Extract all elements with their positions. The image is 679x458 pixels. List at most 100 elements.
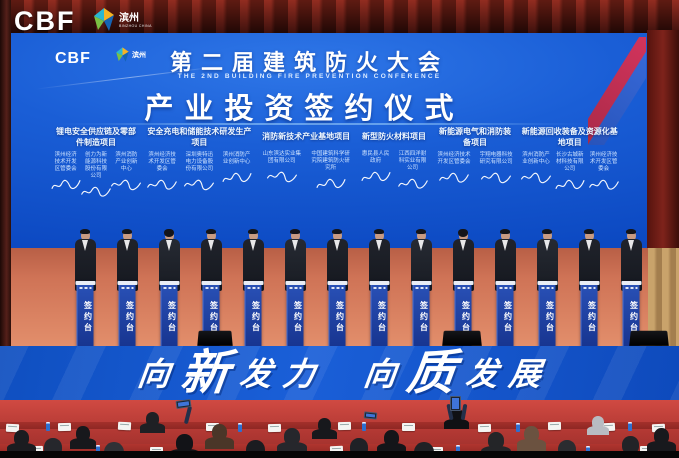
podium-logo-strip (541, 287, 554, 289)
delegate-head (626, 229, 636, 241)
project-title: 消防新技术产业基地项目 (262, 132, 351, 142)
podium-logo-strip (163, 287, 176, 289)
name-card (337, 421, 352, 431)
delegate-suit (578, 239, 600, 291)
podium-top (201, 281, 222, 285)
party-name: 惠民县人民政府 (361, 151, 390, 165)
ceremony-subtitle: 产业投资签约仪式 (144, 93, 465, 125)
audience-head (140, 412, 165, 434)
project-column: 消防新技术产业基地项目 山东滨达实业集团有限公司 中国建筑科学研究院建筑防火研究所 (260, 127, 353, 198)
name-card (640, 446, 653, 454)
delegate-suit (326, 239, 348, 291)
delegate-head (374, 229, 384, 241)
binzhou-logo: 滨州 BINZHOU CHINA (92, 8, 152, 34)
stage-monitor-1 (197, 330, 233, 346)
stage-left-pillar (0, 0, 11, 346)
signing-podium: 签约台 (369, 281, 390, 348)
screen-cbf-logo: CBF (55, 50, 91, 67)
podium-top (621, 281, 642, 285)
podium-top (411, 281, 432, 285)
head (176, 434, 193, 452)
podium-logo-strip (499, 287, 512, 289)
delegate-head (248, 229, 258, 241)
delegate-person (240, 229, 266, 291)
head (592, 416, 604, 429)
signing-party: 滨州消防产业创新中心 (221, 152, 253, 191)
signing-party: 滨州经济技术开发区管委会 (146, 152, 178, 191)
signing-party: 江西四洋耐科实业有限公司 (397, 151, 429, 190)
stage-monitor-3 (629, 330, 669, 346)
head (14, 430, 29, 446)
phone-raised-right (450, 396, 461, 411)
project-signing-parties: 滨州消防产业创新中心 长沙古城新材科技有限公司 滨州经济技术开发区管委会 (521, 152, 619, 191)
head (622, 436, 639, 454)
party-name: 山东滨达实业集团有限公司 (262, 151, 301, 165)
party-name: 深圳奥特迅电力设备股份有限公司 (185, 151, 214, 172)
stage-curtain-top (0, 0, 679, 36)
podium-label: 签约台 (545, 300, 555, 334)
podium-top (243, 281, 264, 285)
delegate-head (164, 229, 174, 241)
binzhou-logo-icon (94, 8, 114, 31)
screen-binzhou-logo: 滨州 (115, 47, 146, 64)
signing-podium: 签约台 (117, 281, 138, 348)
signing-podium: 签约台 (495, 281, 516, 348)
podium-logo-strip (583, 287, 596, 289)
project-signing-parties: 滨州经济技术开发区管委会 宇翔电器科技研究有限公司 (435, 152, 514, 184)
slogan-char: 展 (506, 356, 543, 392)
party-name: 滨州经济技术开发区管委会 (54, 151, 77, 172)
slogan-char: 向 (136, 356, 173, 392)
phone-raised-mid (363, 411, 378, 420)
shoulders (205, 436, 234, 449)
signature-scribble (521, 172, 551, 184)
delegate-person (72, 229, 98, 291)
podium-top (327, 281, 348, 285)
binzhou-logo-text: 滨州 (119, 13, 139, 24)
podium-label: 签约台 (629, 300, 639, 334)
projects-row: 锂电安全供应链及零部件制造项目 滨州经济技术开发区管委会 创力为新能源科技股份有限… (51, 127, 619, 199)
podium-label: 签约台 (83, 300, 93, 334)
podium-logo-strip (331, 287, 344, 289)
podium-logo-strip (289, 287, 302, 289)
delegate-head (206, 229, 216, 241)
screen-binzhou-logo-icon (116, 47, 129, 62)
podium-top (285, 281, 306, 285)
delegate-suit (200, 239, 222, 291)
signing-podium: 签约台 (579, 281, 600, 348)
podium-top (495, 281, 516, 285)
slogan-char: 质 (403, 347, 458, 400)
signature-scribble (147, 179, 177, 190)
conference-title-cn: 第二届建筑防火大会 (169, 50, 449, 75)
delegate-person (282, 229, 308, 291)
photo-bottom-edge (0, 451, 679, 458)
delegate-unit: 签约台 (566, 229, 612, 348)
water-bottle (516, 423, 520, 432)
audience-head (647, 428, 676, 453)
slogan-char: 力 (281, 356, 318, 392)
podium-label: 签约台 (293, 300, 303, 334)
slogan-char: 发 (463, 356, 500, 392)
podium-label: 签约台 (419, 300, 429, 334)
delegate-person (156, 229, 182, 291)
delegate-unit: 签约台 (524, 229, 570, 348)
podium-label: 签约台 (251, 300, 261, 334)
stage-right-curtain (647, 30, 679, 250)
head (146, 412, 159, 426)
delegate-suit (620, 239, 642, 291)
delegate-person (198, 229, 224, 291)
head (318, 418, 331, 432)
signing-party: 宇翔电器科技研究有限公司 (478, 152, 515, 184)
led-screen: CBF 滨州 第二届建筑防火大会 THE 2ND BUILDING FIRE P… (11, 33, 648, 248)
delegate-suit (74, 239, 96, 291)
delegate-head (290, 229, 300, 241)
project-column: 新型防火材料项目 惠民县人民政府 江西四洋耐科实业有限公司 (360, 127, 429, 198)
podium-label: 签约台 (377, 300, 387, 334)
signature-scribble (184, 179, 215, 191)
podium-label: 签约台 (461, 300, 471, 334)
project-signing-parties: 滨州经济技术开发区管委会 创力为新能源科技股份有限公司 滨州消防产业创新中心 (51, 151, 142, 199)
name-card (57, 422, 72, 432)
signature-scribble (222, 172, 252, 182)
audience-head (205, 424, 234, 449)
slogan-text: 向新发力向质发展 (0, 346, 679, 402)
